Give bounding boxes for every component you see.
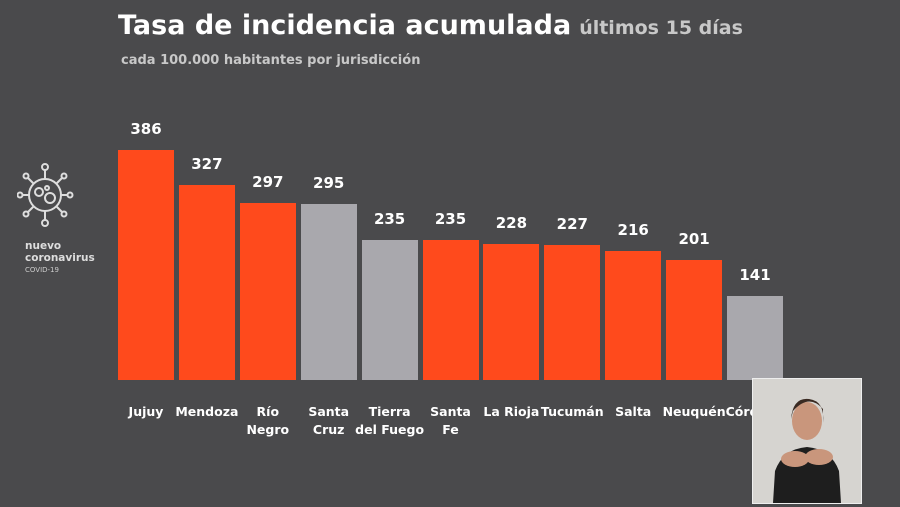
bar (118, 150, 174, 380)
value-label: 201 (678, 230, 710, 249)
bar (605, 251, 662, 380)
value-label: 227 (556, 214, 588, 233)
interpreter-figure (753, 379, 861, 503)
value-label: 141 (739, 265, 771, 284)
category-label: Tucumán (540, 404, 604, 419)
category-label: Jujuy (128, 404, 164, 419)
bar (300, 204, 357, 380)
interpreter-video (752, 378, 862, 504)
category-label: La Rioja (483, 404, 540, 419)
bar (727, 295, 783, 380)
subtitle: cada 100.000 habitantes por jurisdicción (121, 53, 421, 68)
title-note: últimos 15 días (579, 17, 743, 39)
virus-icon (17, 163, 74, 227)
bar (239, 203, 296, 380)
bar (422, 239, 479, 380)
value-label: 235 (434, 209, 467, 228)
category-label: Mendoza (175, 404, 239, 419)
bar (544, 244, 601, 380)
value-label: 386 (130, 120, 162, 138)
value-label: 228 (495, 214, 528, 233)
value-label: 295 (313, 174, 345, 193)
logo-line: coronavirus (25, 252, 95, 264)
bar (483, 244, 540, 380)
logo-line: COVID-19 (25, 266, 59, 274)
value-label: 297 (252, 173, 284, 192)
value-label: 216 (617, 221, 649, 240)
bar (178, 185, 235, 380)
title: Tasa de incidencia acumulada (118, 10, 572, 41)
category-label: Santa Fe (430, 404, 471, 437)
bar (666, 260, 723, 380)
title-block: Tasa de incidencia acumulada últimos 15 d… (118, 10, 743, 41)
category-label: Río Negro (246, 404, 290, 437)
category-label: Santa Cruz (308, 404, 350, 437)
value-label: 327 (191, 155, 223, 174)
bar (361, 239, 418, 380)
category-label: Salta (615, 404, 652, 419)
value-label: 235 (373, 209, 406, 228)
logo-line: nuevo (25, 240, 62, 252)
category-label: Neuquén (662, 404, 726, 419)
category-label: Tierra del Fuego (355, 404, 425, 437)
logo-text: nuevo coronavirus COVID-19 (25, 240, 95, 276)
